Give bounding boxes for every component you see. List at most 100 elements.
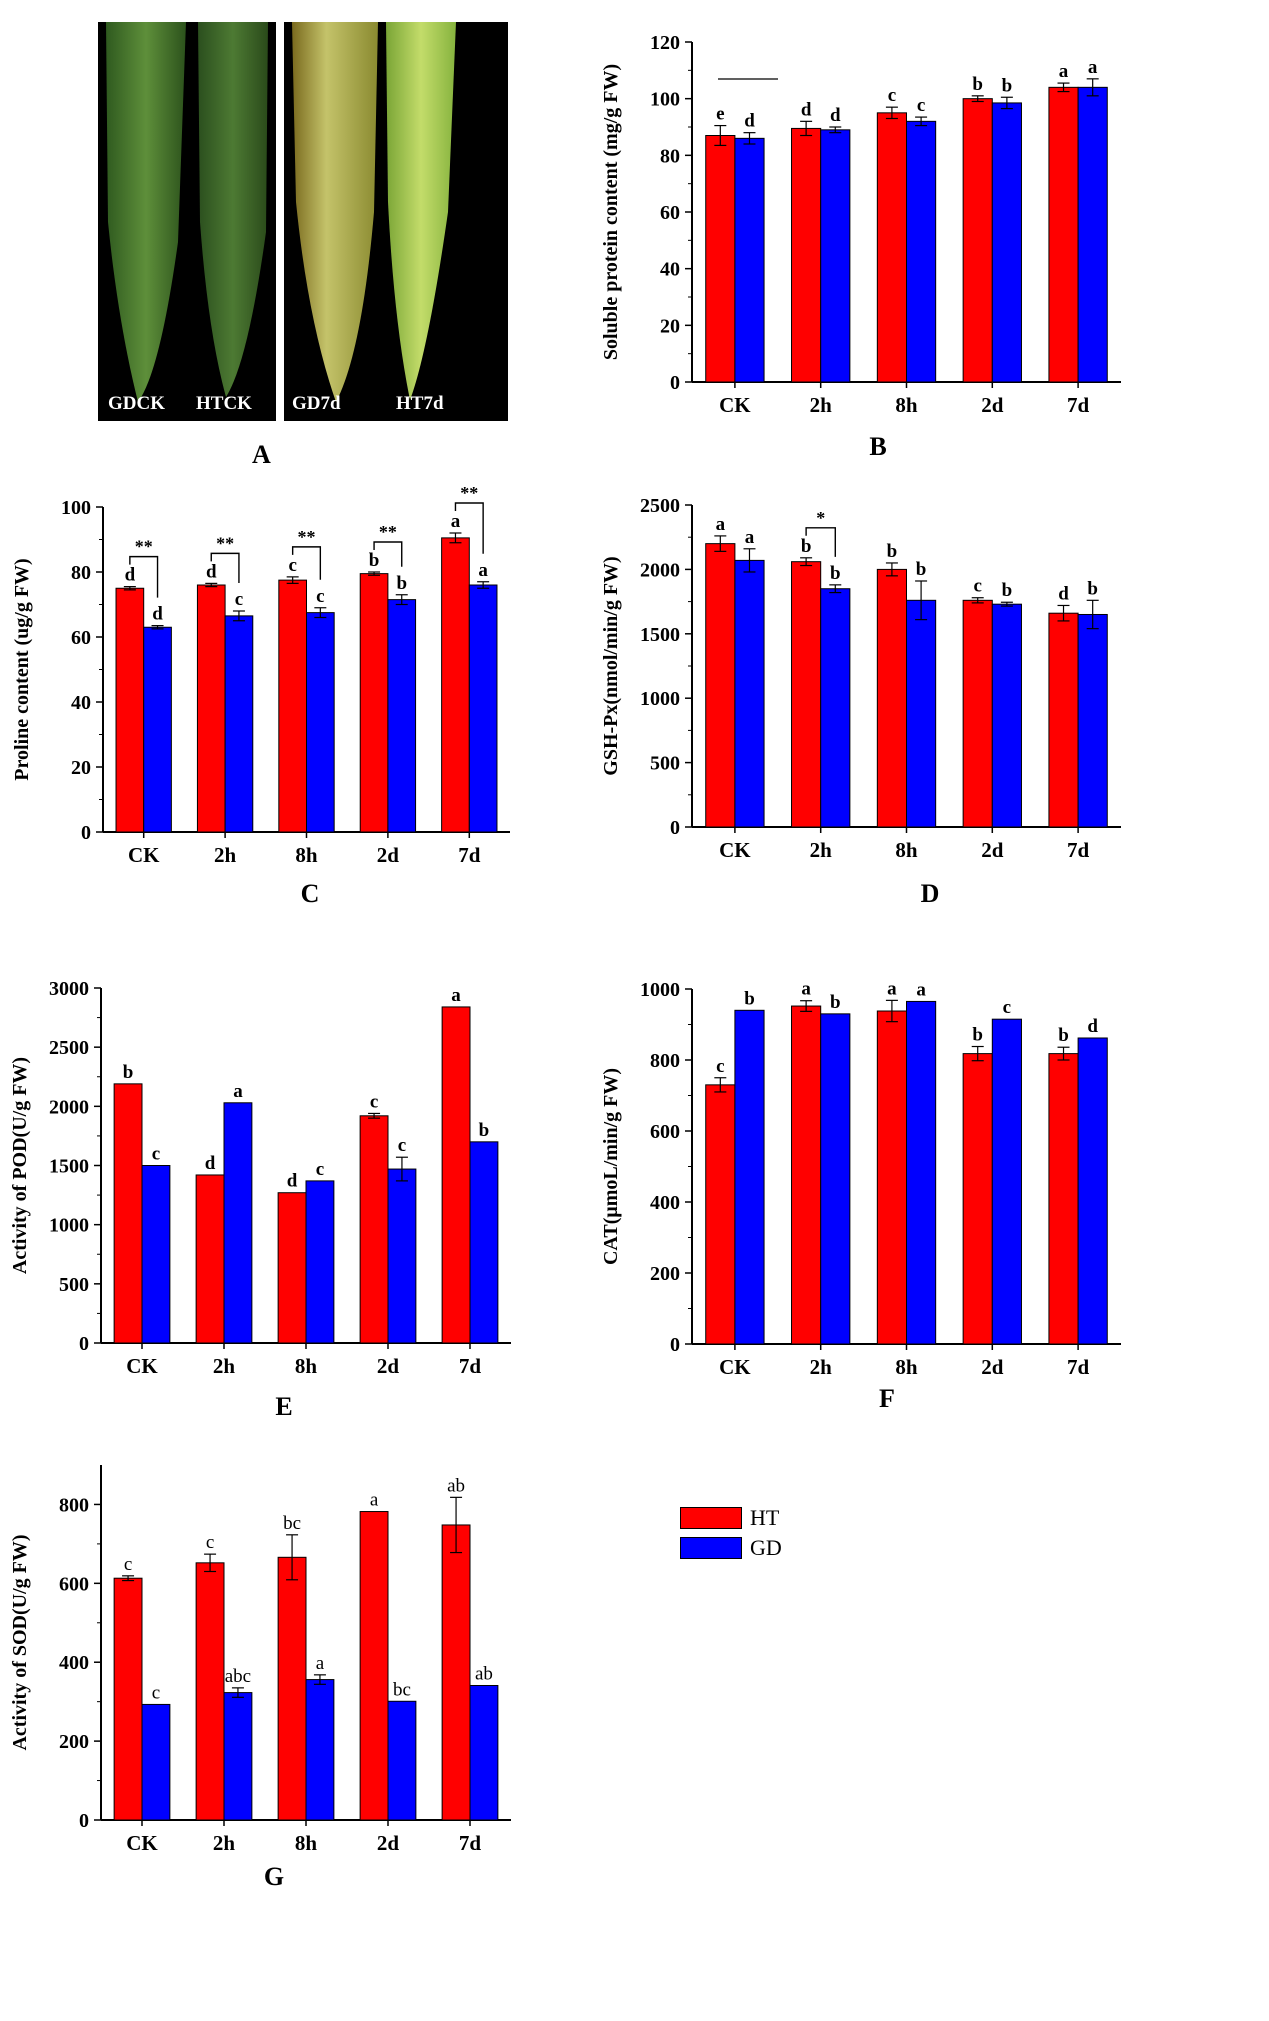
leaf-label-htck: HTCK: [196, 393, 252, 414]
chart-f-bar-gd: [1077, 1037, 1108, 1345]
chart-c-significance-letter-gd: d: [152, 604, 163, 625]
panel-label-e: E: [275, 1392, 292, 1421]
chart-c-significance-bracket: [454, 502, 484, 554]
chart-b-significance-letter-gd: b: [1002, 75, 1013, 96]
chart-c-significance-letter-ht: b: [369, 550, 380, 571]
chart-c-significance-letter-ht: d: [125, 565, 136, 586]
chart-g-y-tick-label: 800: [59, 1494, 89, 1516]
chart-c-x-tick-label: CK: [128, 843, 160, 867]
chart-c-significance-letter-ht: a: [451, 511, 461, 532]
chart-b-y-tick-label: 60: [660, 202, 680, 224]
chart-b-significance-letter-ht: a: [1059, 61, 1069, 82]
legend-label-gd: GD: [750, 1535, 782, 1560]
chart-c-significance-bracket: [291, 546, 322, 580]
chart-b-bar-ht: [962, 98, 993, 383]
chart-d-bar-gd: [734, 559, 765, 828]
chart-d-significance-letter-gd: b: [916, 559, 927, 580]
legend-label-ht: HT: [750, 1505, 780, 1530]
chart-g-y-tick-label: 400: [59, 1652, 89, 1674]
chart-e-significance-letter-ht: d: [205, 1153, 216, 1174]
chart-e-significance-letter-ht: a: [451, 985, 461, 1006]
chart-c-bar-gd: [306, 612, 335, 833]
chart-g-significance-letter-ht: c: [124, 1554, 132, 1575]
chart-c-significance-letter-gd: c: [316, 586, 324, 607]
chart-d-significance-letter-gd: b: [1002, 580, 1013, 601]
chart-b-bar-gd: [1077, 86, 1108, 383]
chart-f-y-tick-label: 400: [650, 1192, 680, 1214]
chart-g-x-tick-label: 7d: [459, 1831, 482, 1855]
chart-g-significance-letter-ht: ab: [447, 1475, 465, 1496]
chart-f-significance-letter-gd: a: [916, 979, 926, 1000]
chart-e-significance-letter-gd: c: [316, 1159, 324, 1180]
chart-g-bar-ht: [359, 1511, 389, 1821]
chart-d-significance-letter-gd: a: [745, 527, 755, 548]
chart-e-x-tick-label: 2h: [213, 1354, 236, 1378]
chart-d-y-tick-label: 0: [670, 817, 680, 839]
chart-e-significance-letter-ht: b: [123, 1062, 134, 1083]
chart-c-significance-letter-gd: a: [478, 560, 488, 581]
chart-f-significance-letter-gd: b: [744, 988, 755, 1009]
chart-g-bar-ht: [113, 1577, 143, 1821]
chart-f-x-tick-label: 2h: [810, 1355, 833, 1379]
chart-g-x-tick-label: 2d: [377, 1831, 400, 1855]
leaf-label-ht7d: HT7d: [396, 393, 444, 414]
chart-c-significance-letter-ht: c: [288, 555, 296, 576]
chart-f-x-tick-label: 2d: [981, 1355, 1004, 1379]
chart-d-significance-letter-gd: b: [1087, 578, 1098, 599]
legend-swatch-gd: [680, 1537, 742, 1559]
chart-f-bar-gd: [734, 1009, 765, 1345]
chart-f-y-tick-label: 0: [670, 1334, 680, 1356]
chart-b-x-tick-label: CK: [719, 393, 751, 417]
chart-c-significance-stars: **: [298, 527, 316, 547]
chart-g-x-tick-label: CK: [126, 1831, 158, 1855]
chart-c-x-tick-label: 7d: [458, 843, 481, 867]
chart-d-bar-ht: [876, 568, 908, 828]
chart-e-significance-letter-gd: c: [152, 1144, 160, 1165]
chart-f-significance-letter-ht: a: [887, 978, 897, 999]
chart-c-bar-ht: [359, 573, 389, 833]
chart-e-bar-ht: [359, 1115, 389, 1344]
panel-label-b: B: [869, 432, 886, 461]
chart-b-significance-letter-ht: b: [972, 74, 983, 95]
chart-c-significance-stars: **: [216, 533, 234, 553]
chart-b-bar-ht: [705, 135, 736, 383]
chart-c-significance-stars: **: [379, 522, 397, 542]
chart-e-bar-ht: [441, 1006, 471, 1344]
chart-f-y-axis-label: CAT(μmoL/min/g FW): [600, 1068, 622, 1265]
chart-g-significance-letter-gd: abc: [225, 1666, 251, 1687]
chart-b-y-tick-label: 20: [660, 315, 680, 337]
chart-c-significance-stars: **: [135, 537, 153, 557]
chart-c-significance-letter-gd: b: [396, 573, 407, 594]
chart-d-y-axis-label: GSH-Px(nmol/min/g FW): [600, 556, 622, 775]
chart-g-x-tick-label: 8h: [295, 1831, 318, 1855]
chart-b-significance-letter-gd: d: [830, 105, 841, 126]
chart-d-bar-gd: [991, 603, 1022, 828]
chart-d-y-tick-label: 1000: [640, 688, 680, 710]
chart-d-x-tick-label: 2d: [981, 838, 1004, 862]
chart-c-y-tick-label: 20: [71, 757, 91, 779]
chart-d-bar-gd: [906, 599, 937, 828]
chart-c-x-tick-label: 8h: [295, 843, 318, 867]
chart-d-significance-bracket: [805, 527, 836, 557]
chart-g-y-tick-label: 200: [59, 1731, 89, 1753]
chart-d-y-tick-label: 2500: [640, 495, 680, 517]
chart-b-y-tick-label: 120: [650, 32, 680, 54]
chart-b-y-tick-label: 100: [650, 89, 680, 111]
chart-d-significance-letter-ht: a: [716, 514, 726, 535]
chart-d-x-tick-label: 2h: [810, 838, 833, 862]
chart-g-significance-letter-gd: c: [152, 1682, 160, 1703]
chart-c-bar-gd: [387, 599, 417, 833]
chart-g-y-tick-label: 0: [79, 1810, 89, 1832]
chart-g-bar-gd: [223, 1692, 253, 1821]
chart-g-significance-letter-ht: a: [370, 1490, 379, 1511]
chart-f-bar-gd: [991, 1018, 1022, 1345]
chart-e-significance-letter-gd: c: [398, 1135, 406, 1156]
chart-g-bar-ht: [195, 1562, 225, 1821]
chart-e-bar-gd: [305, 1180, 335, 1344]
chart-b-significance-letter-gd: d: [744, 111, 755, 132]
chart-g-bar-ht: [277, 1556, 307, 1821]
chart-e-x-tick-label: CK: [126, 1354, 158, 1378]
chart-f-significance-letter-gd: d: [1087, 1016, 1098, 1037]
chart-b-bar-gd: [991, 102, 1022, 383]
chart-b-bar-gd: [734, 137, 765, 383]
